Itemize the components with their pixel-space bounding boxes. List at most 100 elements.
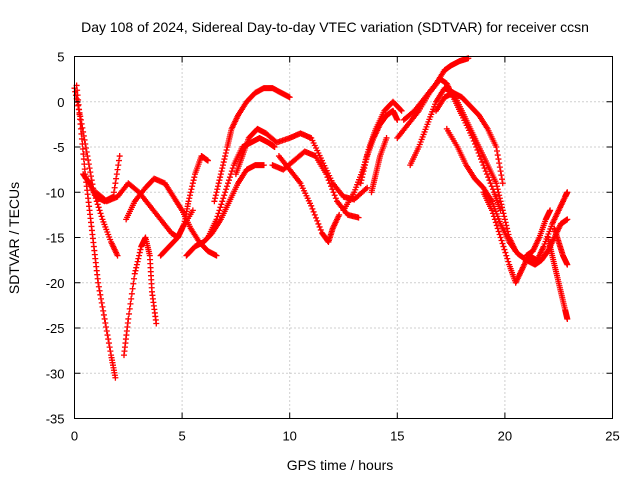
data-point	[336, 211, 343, 218]
data-point	[99, 303, 106, 310]
data-point	[77, 125, 84, 132]
data-point	[223, 186, 230, 193]
data-point	[81, 161, 88, 168]
data-point	[271, 144, 278, 150]
data-point	[495, 189, 502, 196]
data-point	[501, 246, 508, 253]
data-point	[114, 252, 121, 259]
data-point	[97, 291, 104, 298]
data-point	[100, 311, 107, 318]
data-point	[112, 180, 119, 187]
y-tick-label: -5	[53, 140, 65, 155]
data-point	[105, 336, 112, 343]
data-point	[495, 228, 502, 235]
data-point	[110, 189, 117, 196]
data-point	[476, 153, 483, 160]
data-point	[219, 162, 226, 169]
data-point	[115, 162, 122, 169]
data-point	[494, 225, 501, 232]
data-point	[497, 168, 504, 175]
data-point	[361, 165, 368, 172]
data-point	[491, 216, 498, 223]
data-point	[308, 202, 315, 209]
data-point	[218, 201, 225, 208]
grid-layer	[74, 56, 613, 419]
data-point	[215, 180, 222, 187]
data-point	[486, 177, 493, 184]
data-point	[222, 150, 229, 157]
data-point	[185, 198, 192, 205]
data-point	[498, 172, 505, 179]
data-point	[103, 323, 110, 330]
data-point	[490, 213, 497, 220]
data-point	[493, 144, 500, 150]
y-tick-label: 0	[57, 95, 64, 110]
data-point	[501, 213, 508, 220]
data-point	[324, 174, 331, 181]
data-point	[497, 234, 504, 241]
data-point	[314, 217, 321, 224]
data-point	[127, 300, 134, 307]
data-point	[128, 295, 135, 302]
data-point	[136, 252, 143, 259]
data-point	[78, 130, 85, 137]
data-point	[187, 189, 194, 196]
data-point	[113, 175, 120, 182]
data-point	[95, 204, 102, 211]
series-trace-b	[73, 82, 119, 381]
data-point	[224, 183, 231, 190]
data-point	[103, 328, 110, 335]
data-point	[226, 174, 233, 181]
data-point	[217, 174, 224, 181]
data-point	[98, 295, 105, 302]
data-point	[221, 192, 228, 199]
data-point	[481, 165, 488, 172]
data-point	[547, 207, 554, 214]
data-point	[219, 198, 226, 205]
data-point	[189, 183, 196, 190]
data-point	[564, 189, 571, 196]
data-point	[311, 211, 318, 218]
data-point	[500, 243, 507, 250]
data-point	[96, 207, 103, 214]
data-point	[87, 169, 94, 176]
data-point	[85, 157, 92, 164]
data-point	[398, 107, 405, 114]
data-point	[488, 183, 495, 190]
data-point	[364, 184, 371, 191]
y-tick-label: -25	[46, 321, 65, 336]
data-point	[126, 310, 133, 317]
data-point	[114, 166, 121, 173]
data-point	[112, 374, 119, 381]
data-point	[494, 183, 501, 190]
data-point	[186, 195, 193, 202]
data-point	[189, 180, 196, 187]
data-point	[323, 171, 330, 178]
series-trace-x	[544, 234, 571, 322]
data-point	[214, 183, 221, 190]
data-point	[501, 216, 508, 223]
data-point	[317, 226, 324, 233]
data-point	[316, 223, 323, 230]
series-trace-g	[157, 153, 211, 259]
data-point	[310, 208, 317, 215]
data-point	[105, 340, 112, 347]
y-tick-label: -35	[46, 412, 65, 427]
data-point	[357, 180, 364, 187]
data-point	[80, 151, 87, 158]
data-point	[131, 275, 138, 282]
data-point	[104, 332, 111, 339]
data-point	[129, 285, 136, 292]
data-point	[188, 186, 195, 193]
data-point	[219, 165, 226, 172]
data-point	[492, 219, 499, 226]
data-point	[98, 213, 105, 220]
data-point	[130, 280, 137, 287]
data-point	[362, 159, 369, 166]
data-point	[309, 205, 316, 212]
data-point	[483, 171, 490, 178]
data-point	[225, 180, 232, 187]
data-point	[134, 258, 141, 265]
data-point	[499, 176, 506, 183]
data-point	[217, 171, 224, 178]
